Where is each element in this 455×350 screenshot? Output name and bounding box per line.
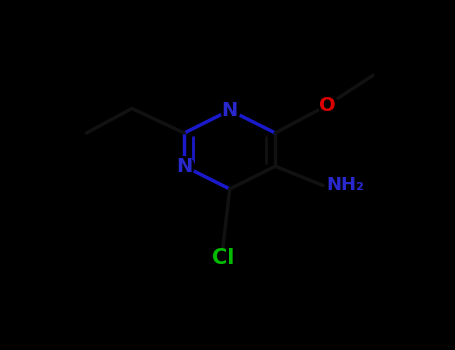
Text: Cl: Cl [212,248,234,268]
Text: NH₂: NH₂ [327,176,364,195]
Text: N: N [176,157,192,176]
Text: O: O [319,96,336,114]
Text: N: N [222,101,238,120]
